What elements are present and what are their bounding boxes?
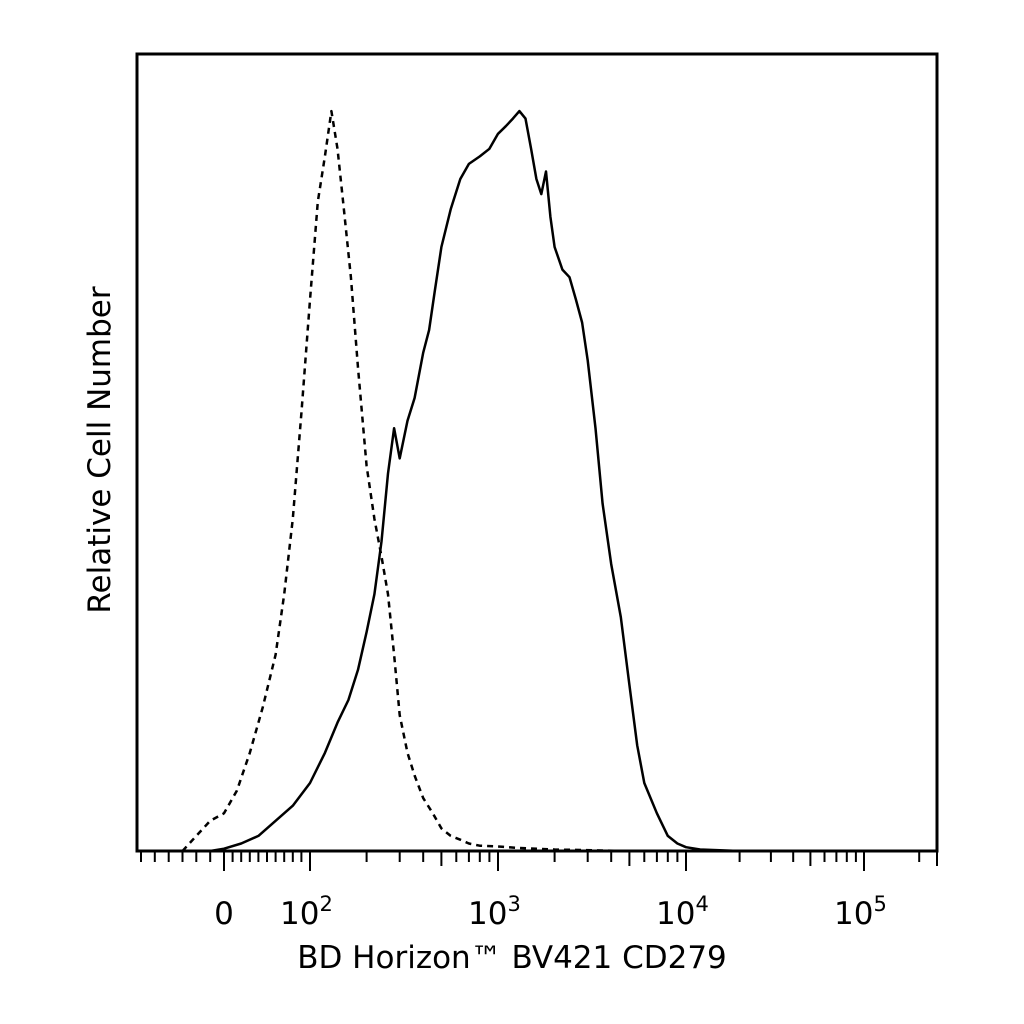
x-tick-label: 105 [834,892,887,932]
stained-series-line-1 [209,109,740,853]
control-series-line-0 [181,109,686,853]
x-tick-label: 102 [280,892,333,932]
x-tick-labels: 0 102 103 104 105 [214,892,887,932]
x-axis-minor-ticks [140,851,938,871]
x-tick-label: 0 [214,896,234,932]
x-tick-label: 103 [468,892,521,932]
x-axis-title: BD Horizon™ BV421 CD279 [297,940,727,976]
plot-frame [135,52,939,853]
y-axis-title: Relative Cell Number [82,286,118,613]
x-tick-label: 104 [656,892,709,932]
series-layer [181,109,740,853]
